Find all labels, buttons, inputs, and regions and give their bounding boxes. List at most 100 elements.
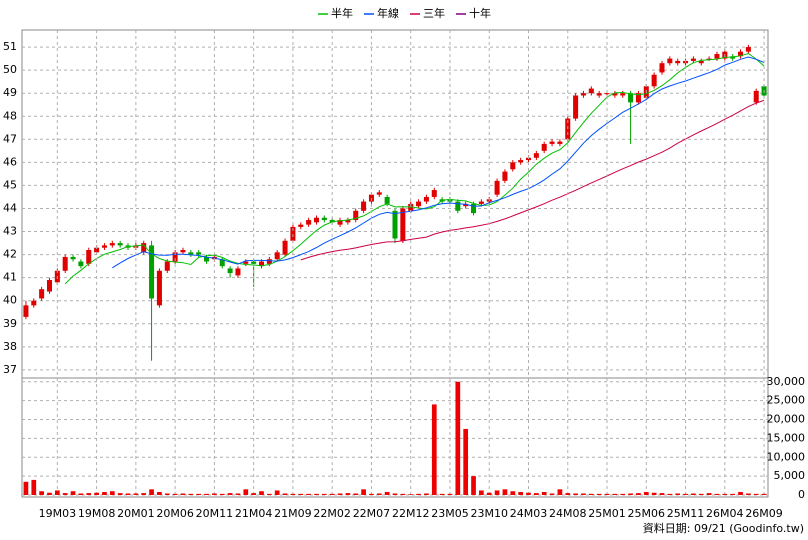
candle-body <box>62 256 68 271</box>
candle-body <box>463 203 469 207</box>
y-tick-label: 25,000 <box>767 394 806 407</box>
volume-bar <box>290 493 296 495</box>
candle-body <box>321 217 327 221</box>
volume-bar <box>31 479 37 495</box>
volume-bar <box>23 481 29 495</box>
candle-body <box>156 270 162 306</box>
volume-bar <box>227 493 233 495</box>
legend-label: 十年 <box>469 6 491 20</box>
candle-body <box>510 162 516 170</box>
volume-bar <box>188 493 194 495</box>
y-tick-label: 5,000 <box>774 469 806 482</box>
x-tick-label: 22M02 <box>313 507 351 520</box>
candle-body <box>196 252 202 255</box>
candle-body <box>337 220 343 225</box>
volume-bar <box>39 491 44 495</box>
candle-body <box>753 90 759 103</box>
x-tick-label: 25M11 <box>667 507 705 520</box>
candle-body <box>502 171 508 181</box>
ma-line <box>112 56 765 269</box>
volume-bar <box>172 493 178 495</box>
x-tick-label: 20M01 <box>117 507 155 520</box>
volume-bar <box>141 493 147 495</box>
volume-bar <box>463 428 469 495</box>
volume-bar <box>117 493 123 495</box>
y-tick-label: 43 <box>3 225 17 238</box>
volume-bar <box>761 493 767 495</box>
volume-bar <box>533 493 539 495</box>
y-tick-label: 38 <box>3 340 17 353</box>
candle-body <box>251 261 257 264</box>
candle-body <box>313 217 319 223</box>
volume-bar <box>125 493 131 495</box>
x-tick-label: 22M07 <box>353 507 391 520</box>
candle-body <box>620 93 626 96</box>
candle-body <box>651 74 657 87</box>
volume-bar <box>306 493 311 495</box>
volume-bar <box>243 489 249 495</box>
volume-bar <box>667 493 673 495</box>
volume-bar <box>212 493 217 495</box>
volume-bar <box>479 490 484 495</box>
plot-frame <box>21 29 769 498</box>
candle-body <box>706 58 712 60</box>
candle-body <box>745 47 751 52</box>
volume-bar <box>392 493 398 495</box>
volume-bar <box>314 493 319 495</box>
y-tick-label: 49 <box>3 86 17 99</box>
x-tick-label: 26M04 <box>706 507 744 520</box>
candle-body <box>596 93 602 96</box>
x-tick-label: 23M05 <box>431 507 469 520</box>
x-tick-label: 21M04 <box>235 507 273 520</box>
candle-body <box>290 226 296 241</box>
x-tick-label: 24M03 <box>510 507 548 520</box>
volume-bar <box>730 493 736 495</box>
x-tick-label: 25M01 <box>588 507 626 520</box>
candle-body <box>690 58 696 61</box>
candle-body <box>78 261 84 267</box>
volume-bar <box>573 493 578 495</box>
candle-body <box>738 51 744 57</box>
x-tick-label: 25M06 <box>628 507 666 520</box>
candle-body <box>471 203 477 214</box>
candle-body <box>219 259 225 267</box>
y-tick-label: 42 <box>3 248 17 261</box>
volume-bar <box>494 490 500 495</box>
volume-bar <box>94 492 99 495</box>
volume-bar <box>753 493 759 495</box>
volume-bar <box>588 493 594 495</box>
source-note: 資料日期: 09/21 (Goodinfo.tw) <box>643 521 804 535</box>
y-tick-label: 39 <box>3 317 17 330</box>
candle-body <box>306 220 312 225</box>
candle-body <box>580 93 586 96</box>
candle-body <box>164 261 170 271</box>
volume-bar <box>628 493 633 495</box>
volume-bar <box>282 493 288 495</box>
candle-body <box>188 252 194 255</box>
volume-bar <box>400 493 406 495</box>
volume-bar <box>54 490 60 495</box>
y-tick-label: 37 <box>3 363 17 376</box>
volume-bar <box>329 493 335 495</box>
volume-bar <box>102 491 107 495</box>
volume-bar <box>321 493 327 495</box>
candle-body <box>628 93 634 103</box>
candle-body <box>235 268 241 276</box>
candle-body <box>227 268 233 274</box>
volume-bar <box>47 492 52 495</box>
candle-body <box>329 220 335 223</box>
volume-bar <box>164 493 170 495</box>
candle-body <box>588 88 594 94</box>
volume-bar <box>361 489 366 495</box>
candle-body <box>361 201 367 211</box>
candle-body <box>714 53 720 59</box>
candle-body <box>39 289 45 299</box>
volume-bar <box>565 493 571 495</box>
candle-body <box>675 60 681 64</box>
candle-body <box>141 243 147 253</box>
candle-body <box>274 252 280 260</box>
volume-bar <box>109 491 115 495</box>
volume-bar <box>259 491 264 495</box>
volume-bar <box>424 493 429 495</box>
